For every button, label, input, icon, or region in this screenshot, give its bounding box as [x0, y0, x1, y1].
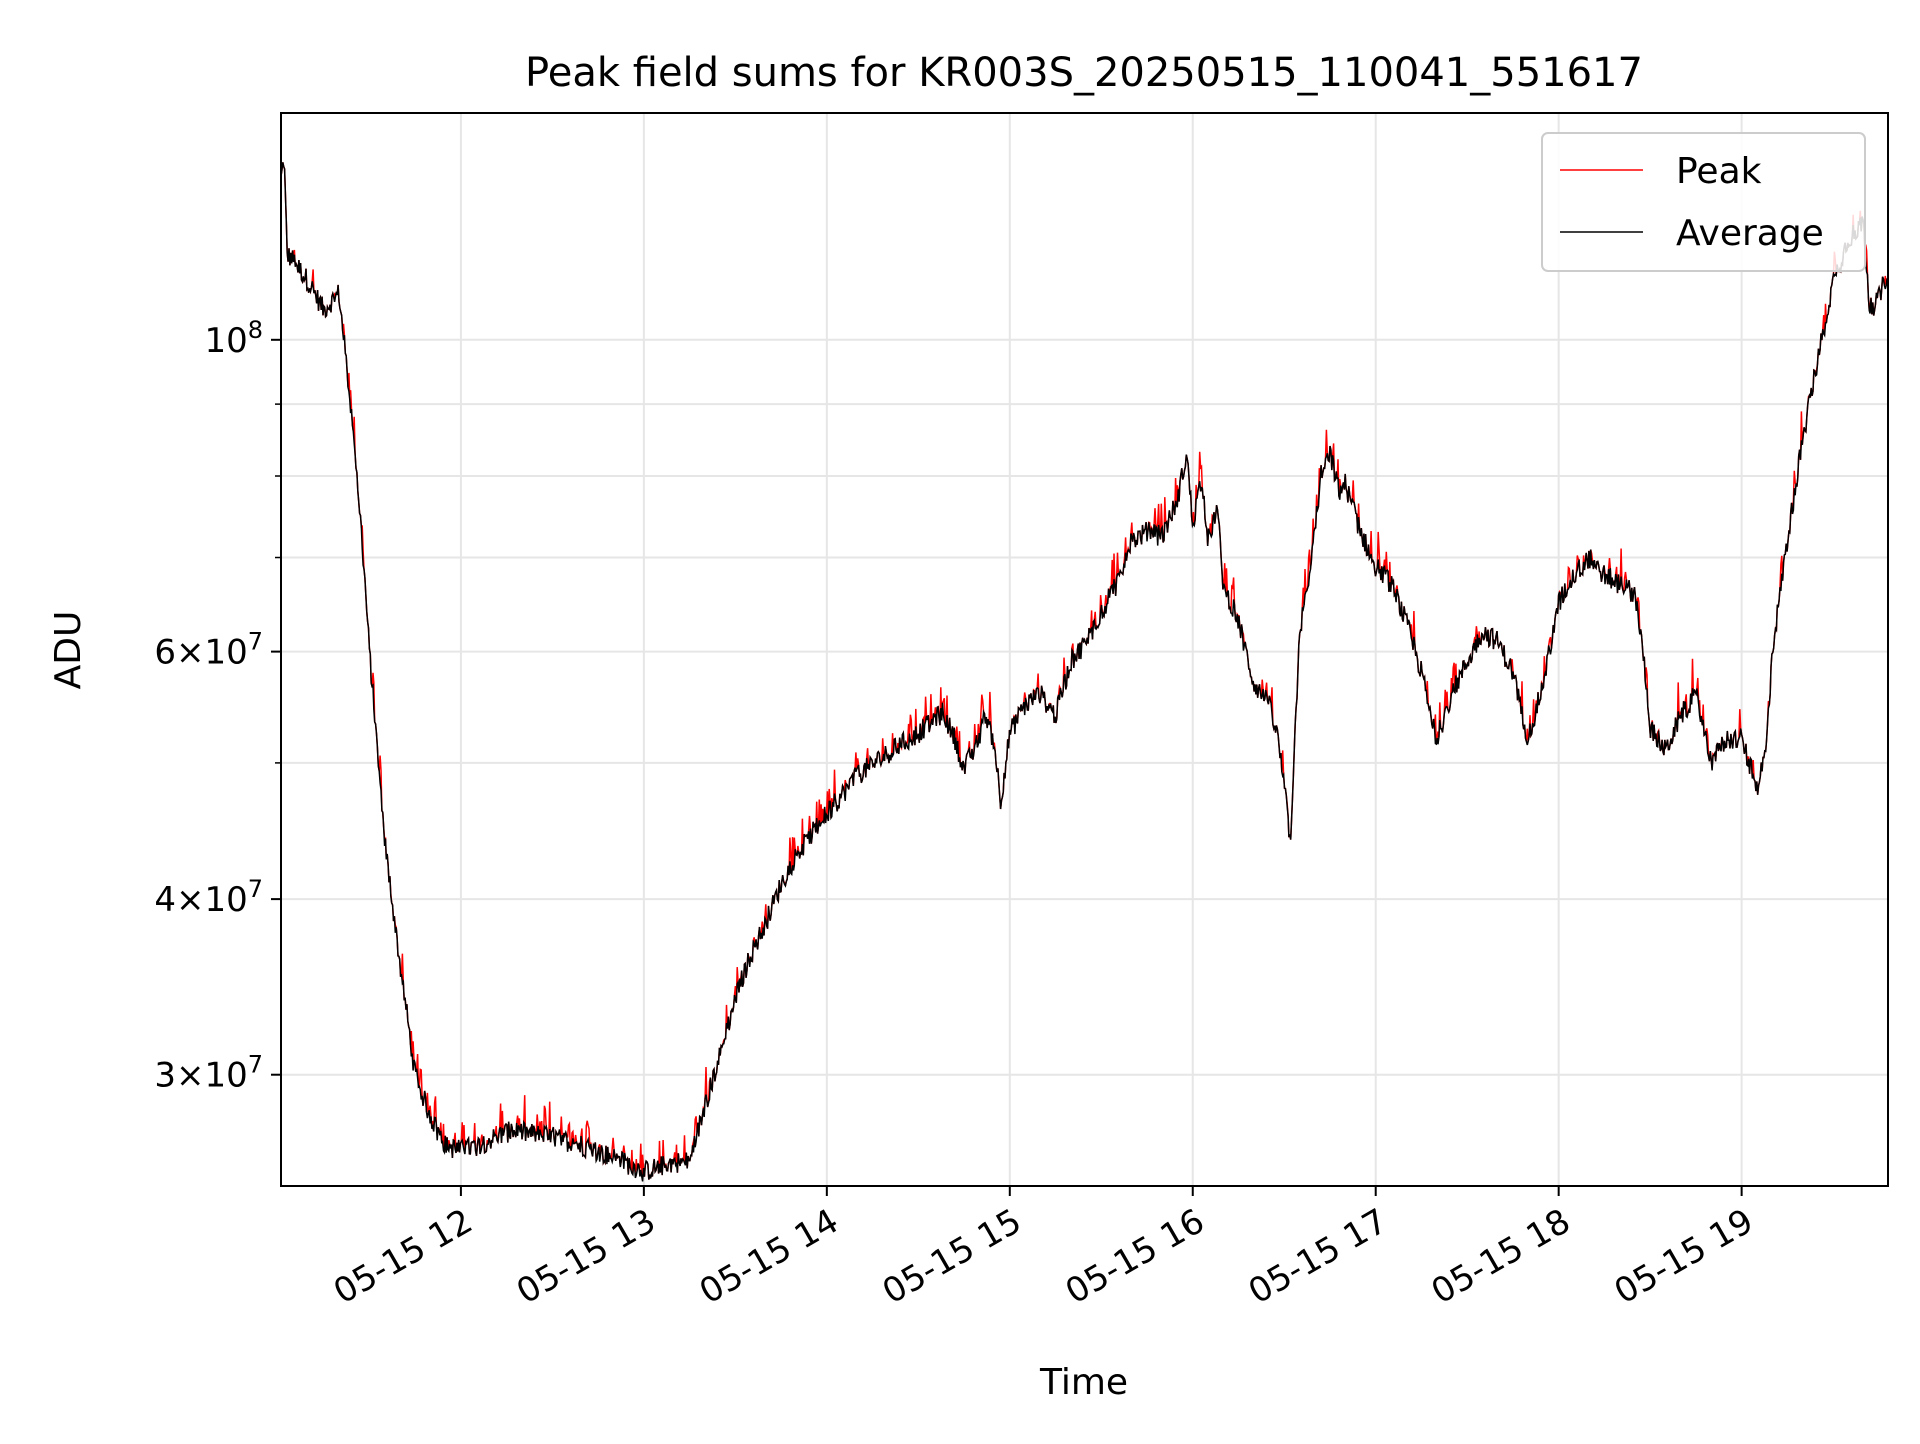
series-layer	[280, 162, 1889, 1182]
legend-box	[1541, 132, 1866, 272]
y-axis-label: ADU	[48, 611, 89, 690]
x-axis-label: Time	[1039, 1362, 1128, 1403]
y-tick-label: 3×107	[154, 1051, 263, 1096]
legend-label-peak: Peak	[1676, 151, 1762, 192]
chart-title: Peak field sums for KR003S_20250515_1100…	[525, 50, 1643, 96]
y-tick-label: 108	[204, 316, 263, 361]
y-tick-label: 6×107	[154, 628, 263, 673]
series-line-average	[280, 162, 1889, 1182]
legend: Peak Average	[1541, 132, 1866, 272]
plot-frame	[280, 112, 1889, 1187]
y-tick-label: 4×107	[154, 875, 263, 920]
grid-layer	[281, 113, 1888, 1186]
legend-label-average: Average	[1676, 213, 1824, 254]
y-axis-ticks: 3×107 4×107 6×107 108	[154, 316, 281, 1096]
